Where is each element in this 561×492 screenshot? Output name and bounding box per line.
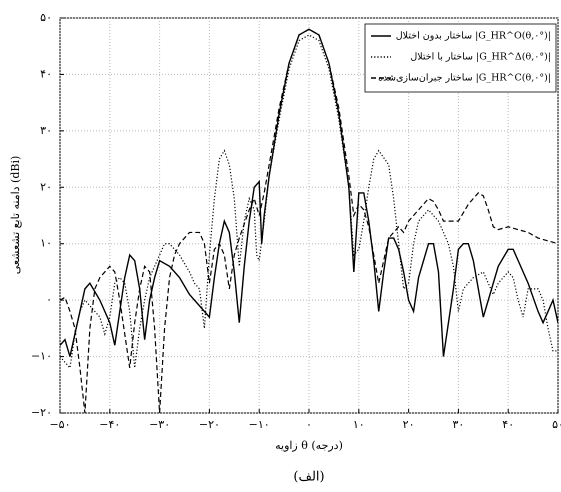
y-tick-label: −۲۰ xyxy=(31,406,52,419)
y-axis-label: دامنه تابع تشعشعی (dBi) xyxy=(9,156,22,275)
x-tick-label: −۵۰ xyxy=(49,418,70,431)
legend-box xyxy=(364,23,557,93)
x-tick-label: −۱۰ xyxy=(249,418,270,431)
caption: (الف) xyxy=(293,470,324,485)
series-line xyxy=(60,28,558,413)
legend-label: ساختار با اختلال |G_HR^Δ(θ,۰°)| xyxy=(410,52,551,63)
x-axis-label: زاویه θ (درجه) xyxy=(275,439,343,452)
x-tick-label: ۲۰ xyxy=(403,418,415,431)
x-tick-label: ۴۰ xyxy=(502,418,514,431)
y-tick-label: ۲۰ xyxy=(40,180,52,193)
y-tick-label: ۴۰ xyxy=(40,67,52,80)
x-tick-label: ۱۰ xyxy=(353,418,365,431)
y-tick-label: ۳۰ xyxy=(40,124,52,137)
y-tick-label: ۵۰ xyxy=(40,11,52,24)
x-tick-label: −۳۰ xyxy=(149,418,170,431)
series-line xyxy=(60,28,558,357)
x-tick-label: −۲۰ xyxy=(199,418,220,431)
x-tick-label: ۰ xyxy=(306,418,312,431)
y-tick-label: ۱۰ xyxy=(40,237,52,250)
series-line xyxy=(60,34,558,370)
y-tick-label: −۱۰ xyxy=(31,350,52,363)
x-tick-label: −۴۰ xyxy=(99,418,120,431)
x-tick-label: ۵۰ xyxy=(552,418,561,431)
legend-label: ساختار جبران‌سازی‌شده |G_HR^C(θ,۰°)| xyxy=(378,73,551,84)
y-tick-label: ۰ xyxy=(46,293,52,306)
x-tick-label: ۳۰ xyxy=(452,418,464,431)
legend-label: ساختار بدون اختلال |G_HR^O(θ,۰°)| xyxy=(396,31,551,42)
